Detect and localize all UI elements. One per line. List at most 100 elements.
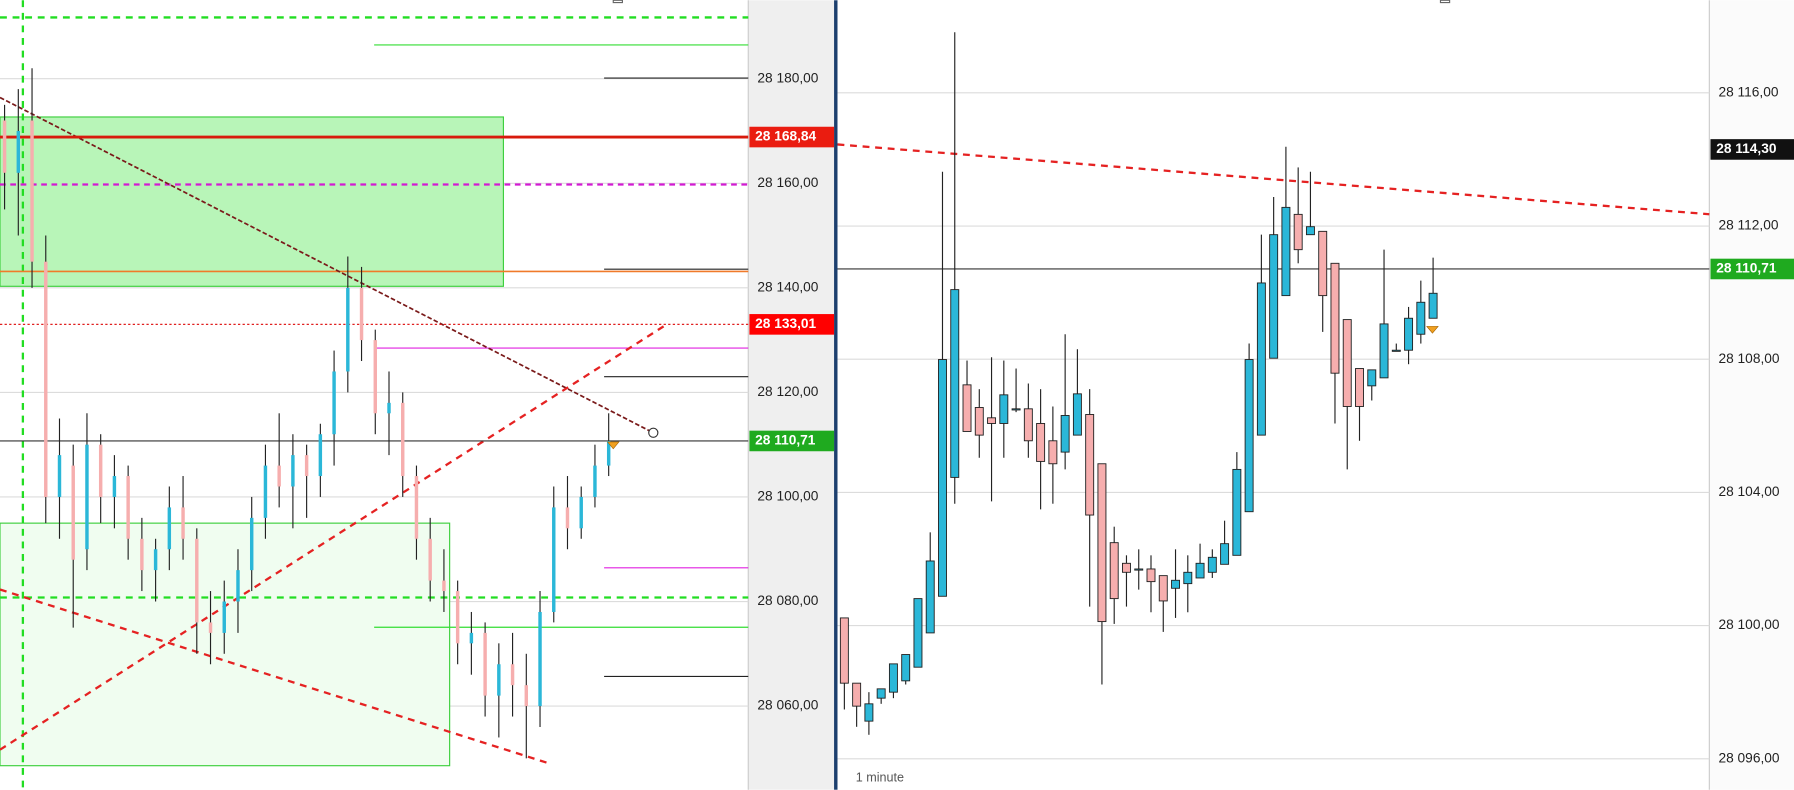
candle-body bbox=[497, 664, 501, 696]
candle-body bbox=[565, 507, 570, 529]
candle-body bbox=[1097, 463, 1107, 623]
candle-body bbox=[974, 407, 984, 436]
candle-body bbox=[346, 287, 350, 372]
candle-body bbox=[1171, 579, 1180, 589]
candle-body bbox=[428, 538, 432, 581]
candle-body bbox=[1416, 301, 1426, 335]
price-label-box bbox=[749, 126, 835, 148]
handle bbox=[1439, 0, 1451, 4]
candle-body bbox=[1244, 359, 1254, 513]
candle-body bbox=[1404, 317, 1414, 351]
timeframe-label: 1 minute bbox=[856, 771, 904, 785]
candle-body bbox=[901, 654, 911, 682]
left-levels bbox=[0, 135, 749, 442]
candle-body bbox=[1379, 323, 1389, 379]
candle-body bbox=[1060, 415, 1070, 453]
candle-body bbox=[1048, 440, 1058, 465]
candle-body bbox=[277, 465, 281, 487]
y-tick-label: 28 080,00 bbox=[757, 593, 818, 608]
candle-body bbox=[1220, 543, 1230, 565]
right-grid bbox=[837, 92, 1710, 760]
candle-body bbox=[1355, 368, 1364, 407]
candle-body bbox=[195, 538, 199, 623]
candle-body bbox=[483, 632, 487, 696]
candle-body bbox=[387, 402, 391, 414]
candle-body bbox=[1305, 226, 1315, 236]
candle-body bbox=[999, 394, 1009, 424]
candle-body bbox=[1085, 414, 1095, 516]
candle-body bbox=[263, 465, 268, 518]
candle-body bbox=[153, 549, 158, 571]
trend-line bbox=[0, 588, 550, 765]
candle-body bbox=[71, 465, 75, 560]
trend-line bbox=[0, 325, 665, 751]
candle-body bbox=[593, 465, 597, 497]
candle-body bbox=[876, 688, 886, 699]
candle-body bbox=[1036, 423, 1046, 462]
candle-body bbox=[1256, 282, 1266, 436]
y-tick-label: 28 120,00 bbox=[757, 384, 818, 399]
candle-body bbox=[249, 517, 254, 571]
candle-body bbox=[222, 601, 226, 633]
order-marker bbox=[606, 441, 620, 450]
price-label: 28 168,84 bbox=[755, 129, 816, 144]
candle-body bbox=[1072, 393, 1082, 436]
candle-body bbox=[1122, 562, 1131, 573]
candle-body bbox=[1342, 319, 1352, 407]
candle-body bbox=[2, 120, 7, 173]
price-label: 28 110,71 bbox=[1716, 261, 1777, 276]
y-tick-label: 28 100,00 bbox=[757, 489, 818, 504]
price-label-box bbox=[1710, 139, 1794, 160]
candle-body bbox=[85, 444, 89, 550]
candle-body bbox=[126, 476, 130, 539]
right-axis: 28 096,00 28 100,00 28 104,00 28 108,00 28 1… bbox=[1710, 84, 1794, 765]
candle-body bbox=[359, 287, 364, 341]
candle-body bbox=[44, 261, 48, 497]
y-tick-label: 28 100,00 bbox=[1718, 617, 1779, 632]
y-tick-label: 28 116,00 bbox=[1718, 84, 1778, 99]
y-tick-label: 28 060,00 bbox=[757, 698, 818, 713]
candle-body bbox=[950, 289, 960, 478]
candle-body bbox=[1195, 562, 1205, 579]
candle-body bbox=[510, 664, 515, 686]
price-label: 28 110,71 bbox=[755, 433, 816, 448]
candle-body bbox=[167, 507, 172, 550]
candle-body bbox=[140, 538, 144, 571]
zone-box bbox=[0, 116, 504, 287]
candle-body bbox=[98, 444, 103, 497]
y-tick-label: 28 180,00 bbox=[757, 70, 818, 85]
candle-body bbox=[852, 682, 862, 707]
candle-body bbox=[1428, 292, 1438, 319]
candle-body bbox=[606, 440, 611, 466]
candle-body bbox=[291, 455, 295, 487]
candle-body bbox=[839, 617, 849, 684]
y-tick-label: 28 112,00 bbox=[1718, 218, 1778, 233]
y-tick-label: 28 096,00 bbox=[1718, 750, 1779, 765]
candle-body bbox=[1232, 468, 1242, 556]
right-plot-bg bbox=[837, 0, 1710, 790]
candle-body bbox=[442, 580, 446, 592]
y-tick-label: 28 108,00 bbox=[1718, 351, 1779, 366]
candle-body bbox=[455, 591, 460, 644]
candle-body bbox=[373, 340, 377, 414]
candle-body bbox=[1158, 575, 1168, 602]
candle-body bbox=[1318, 230, 1328, 297]
candle-body bbox=[864, 703, 874, 722]
candle-body bbox=[913, 598, 923, 668]
candle-body bbox=[1109, 542, 1119, 600]
candle-body bbox=[236, 570, 240, 602]
candle-body bbox=[208, 622, 213, 633]
candle-body bbox=[30, 120, 34, 262]
panel-separator bbox=[834, 0, 838, 790]
right-drawings bbox=[837, 0, 1710, 216]
candle-body bbox=[1207, 556, 1217, 573]
candle-body bbox=[925, 560, 935, 634]
left-axis: 28 060,00 28 080,00 28 100,00 28 120,00 28 1… bbox=[749, 70, 835, 713]
candle-body bbox=[1330, 262, 1340, 374]
candle-body bbox=[552, 507, 556, 612]
candle-body bbox=[538, 611, 542, 707]
right-candles bbox=[839, 32, 1438, 735]
candle-body bbox=[1183, 571, 1193, 585]
candle-body bbox=[16, 130, 21, 173]
